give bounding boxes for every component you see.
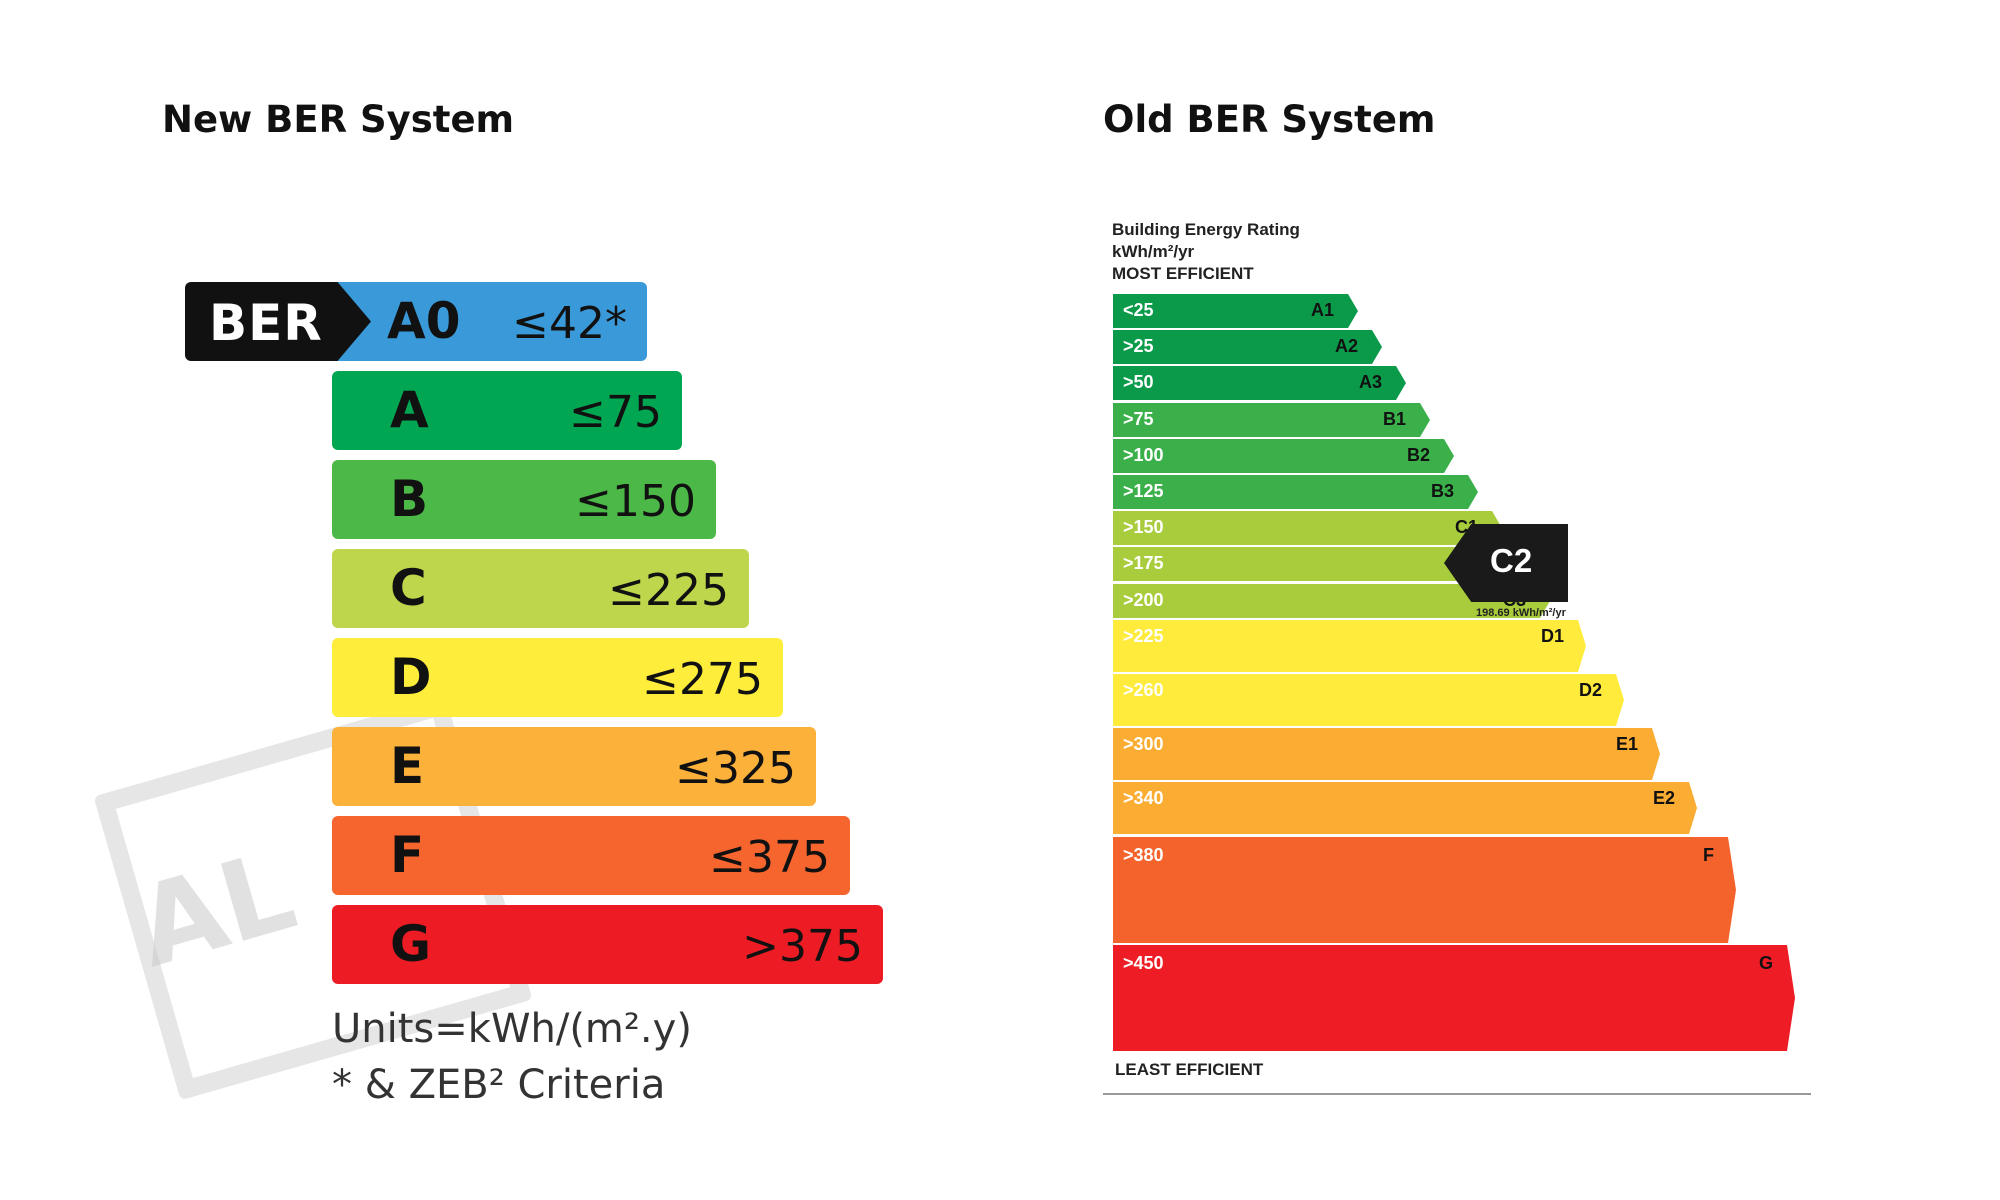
new-band-label: B xyxy=(390,470,429,528)
old-band-value: <25 xyxy=(1123,300,1154,320)
new-band-value: ≤375 xyxy=(709,832,830,883)
new-band-value: ≤150 xyxy=(575,476,696,527)
new-band-a0: A0 ≤42* xyxy=(335,282,647,361)
new-band-a: A ≤75 xyxy=(332,371,682,450)
new-band-label: G xyxy=(390,915,432,973)
new-ber-panel: New BER System AL A0 ≤42* A ≤75 B ≤150 C ≤225 D ≤… xyxy=(93,98,883,1108)
old-band-value: >300 xyxy=(1123,734,1164,754)
current-rating-class: C2 xyxy=(1490,542,1533,579)
old-band-class: F xyxy=(1703,845,1714,865)
old-band-b2: >100 B2 xyxy=(1113,439,1454,473)
new-band-value: >375 xyxy=(742,921,863,972)
old-band-value: >75 xyxy=(1123,409,1154,429)
old-band-c1: >150 C1 xyxy=(1113,511,1502,545)
new-ber-title: New BER System xyxy=(162,98,515,141)
new-band-value: ≤225 xyxy=(608,565,729,616)
new-band-e: E ≤325 xyxy=(332,727,816,806)
old-band-class: D2 xyxy=(1578,680,1602,700)
old-band-b3: >125 B3 xyxy=(1113,475,1478,509)
old-band-class: A3 xyxy=(1358,372,1382,392)
new-band-label: A0 xyxy=(387,292,461,350)
new-band-value: ≤275 xyxy=(642,654,763,705)
old-band-e1: >300 E1 xyxy=(1113,728,1660,780)
old-band-class: B1 xyxy=(1382,409,1406,429)
old-band-value: >260 xyxy=(1123,680,1164,700)
old-band-d2: >260 D2 xyxy=(1113,674,1624,726)
current-rating-marker: C2 xyxy=(1444,524,1568,602)
old-band-value: >380 xyxy=(1123,845,1164,865)
new-band-f: F ≤375 xyxy=(332,816,850,895)
new-band-g: G >375 xyxy=(332,905,883,984)
old-band-a2: >25 A2 xyxy=(1113,330,1382,364)
new-band-label: E xyxy=(390,737,425,795)
new-band-value: ≤42* xyxy=(512,298,627,349)
old-band-value: >125 xyxy=(1123,481,1164,501)
old-header-title: Building Energy Rating xyxy=(1112,220,1300,239)
old-header-units: kWh/m²/yr xyxy=(1112,242,1195,261)
old-band-a3: >50 A3 xyxy=(1113,366,1406,400)
old-band-class: D1 xyxy=(1540,626,1564,646)
units-note: Units=kWh/(m².y) xyxy=(332,1006,692,1052)
old-band-value: >150 xyxy=(1123,517,1164,537)
old-ber-title: Old BER System xyxy=(1103,98,1436,141)
old-band-value: >340 xyxy=(1123,788,1164,808)
new-band-label: A xyxy=(390,381,429,439)
old-band-d1: >225 D1 xyxy=(1113,620,1586,672)
old-band-class: A2 xyxy=(1334,336,1358,356)
new-band-b: B ≤150 xyxy=(332,460,716,539)
old-band-g: >450 G xyxy=(1113,945,1795,1051)
current-rating-value: 198.69 kWh/m²/yr xyxy=(1476,607,1566,619)
old-band-class: B2 xyxy=(1406,445,1430,465)
old-band-value: >100 xyxy=(1123,445,1164,465)
new-band-label: D xyxy=(390,648,432,706)
old-band-class: G xyxy=(1758,953,1773,973)
old-band-class: E2 xyxy=(1652,788,1675,808)
old-band-value: >225 xyxy=(1123,626,1164,646)
old-band-class: B3 xyxy=(1430,481,1454,501)
new-band-label: C xyxy=(390,559,427,617)
new-band-d: D ≤275 xyxy=(332,638,783,717)
old-band-value: >450 xyxy=(1123,953,1164,973)
criteria-note: * & ZEB² Criteria xyxy=(332,1062,666,1108)
old-header-most-efficient: MOST EFFICIENT xyxy=(1112,264,1254,283)
ber-badge: BER xyxy=(185,282,371,361)
old-band-value: >175 xyxy=(1123,553,1164,573)
old-band-b1: >75 B1 xyxy=(1113,403,1430,437)
ber-badge-label: BER xyxy=(209,294,323,352)
old-band-value: >200 xyxy=(1123,590,1164,610)
new-band-value: ≤325 xyxy=(675,743,796,794)
new-band-value: ≤75 xyxy=(569,387,662,438)
old-band-value: >25 xyxy=(1123,336,1154,356)
old-baseline xyxy=(1103,1093,1811,1095)
old-band-value: >50 xyxy=(1123,372,1154,392)
new-band-c: C ≤225 xyxy=(332,549,749,628)
old-band-f: >380 F xyxy=(1113,837,1736,943)
old-band-class: A1 xyxy=(1310,300,1334,320)
old-band-a1: <25 A1 xyxy=(1113,294,1358,328)
old-footer-least-efficient: LEAST EFFICIENT xyxy=(1115,1060,1264,1079)
old-band-e2: >340 E2 xyxy=(1113,782,1697,834)
old-band-class: E1 xyxy=(1615,734,1638,754)
new-band-label: F xyxy=(390,826,425,884)
